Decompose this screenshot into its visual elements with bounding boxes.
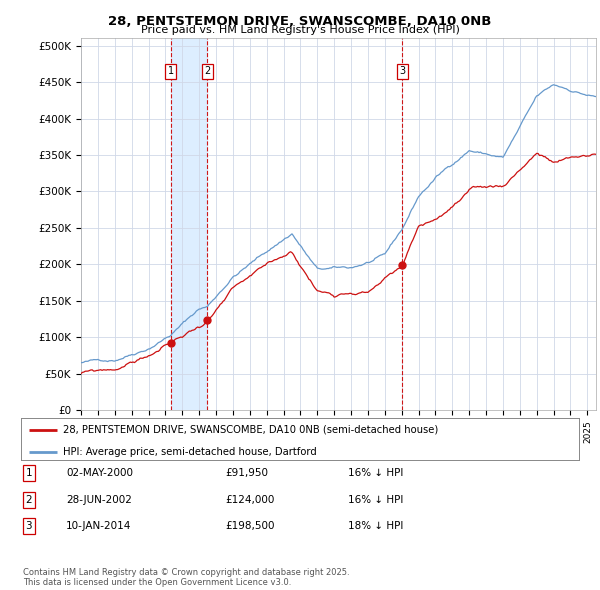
Text: 2: 2 bbox=[204, 66, 211, 76]
Text: 16% ↓ HPI: 16% ↓ HPI bbox=[348, 495, 403, 504]
Text: £124,000: £124,000 bbox=[225, 495, 274, 504]
Bar bbox=[171, 38, 208, 410]
Text: 3: 3 bbox=[399, 66, 405, 76]
Text: 3: 3 bbox=[25, 522, 32, 531]
Text: 1: 1 bbox=[168, 66, 174, 76]
Text: 02-MAY-2000: 02-MAY-2000 bbox=[66, 468, 133, 478]
Text: 16% ↓ HPI: 16% ↓ HPI bbox=[348, 468, 403, 478]
Text: £198,500: £198,500 bbox=[225, 522, 275, 531]
Text: HPI: Average price, semi-detached house, Dartford: HPI: Average price, semi-detached house,… bbox=[63, 447, 317, 457]
Text: 28-JUN-2002: 28-JUN-2002 bbox=[66, 495, 132, 504]
Text: 28, PENTSTEMON DRIVE, SWANSCOMBE, DA10 0NB (semi-detached house): 28, PENTSTEMON DRIVE, SWANSCOMBE, DA10 0… bbox=[63, 425, 438, 435]
Text: 10-JAN-2014: 10-JAN-2014 bbox=[66, 522, 131, 531]
Text: 28, PENTSTEMON DRIVE, SWANSCOMBE, DA10 0NB: 28, PENTSTEMON DRIVE, SWANSCOMBE, DA10 0… bbox=[109, 15, 491, 28]
Text: 18% ↓ HPI: 18% ↓ HPI bbox=[348, 522, 403, 531]
Text: Contains HM Land Registry data © Crown copyright and database right 2025.
This d: Contains HM Land Registry data © Crown c… bbox=[23, 568, 349, 587]
Text: 1: 1 bbox=[25, 468, 32, 478]
Text: 2: 2 bbox=[25, 495, 32, 504]
Text: Price paid vs. HM Land Registry's House Price Index (HPI): Price paid vs. HM Land Registry's House … bbox=[140, 25, 460, 35]
Text: £91,950: £91,950 bbox=[225, 468, 268, 478]
